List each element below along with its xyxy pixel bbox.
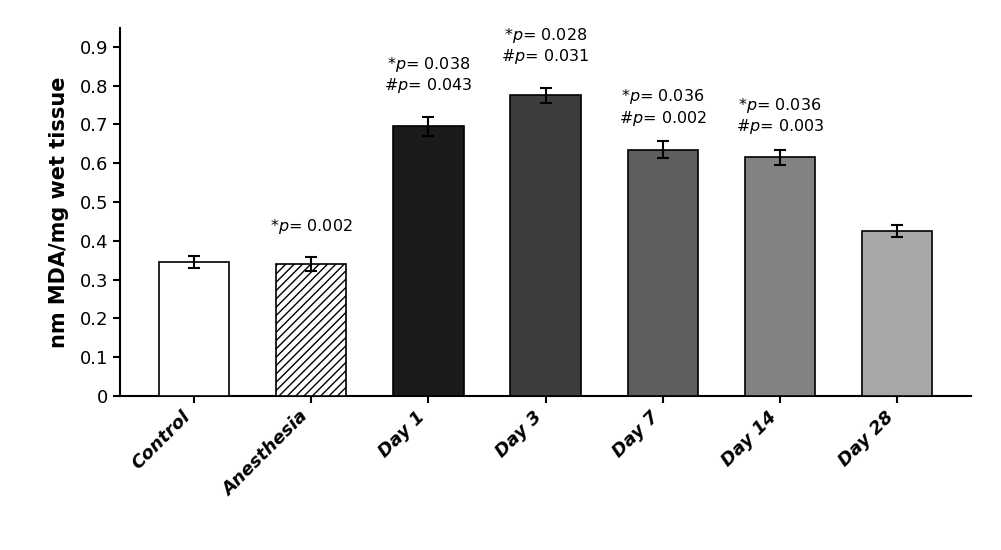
Bar: [628, 150, 698, 396]
Bar: [862, 231, 932, 396]
Text: *$\it{p}$= 0.036: *$\it{p}$= 0.036: [738, 96, 822, 115]
Text: #$\it{p}$= 0.043: #$\it{p}$= 0.043: [384, 76, 472, 95]
Bar: [745, 157, 815, 396]
Text: *$\it{p}$= 0.038: *$\it{p}$= 0.038: [386, 55, 470, 74]
Bar: [276, 264, 346, 396]
Text: #$\it{p}$= 0.031: #$\it{p}$= 0.031: [502, 47, 590, 67]
Text: *$\it{p}$= 0.028: *$\it{p}$= 0.028: [504, 26, 588, 45]
Text: *$\it{p}$= 0.002: *$\it{p}$= 0.002: [269, 217, 352, 236]
Bar: [511, 95, 581, 396]
Y-axis label: nm MDA/mg wet tissue: nm MDA/mg wet tissue: [49, 76, 69, 348]
Text: #$\it{p}$= 0.002: #$\it{p}$= 0.002: [619, 108, 707, 128]
Bar: [393, 126, 463, 396]
Bar: [159, 262, 229, 396]
Text: #$\it{p}$= 0.003: #$\it{p}$= 0.003: [736, 117, 824, 136]
Text: *$\it{p}$= 0.036: *$\it{p}$= 0.036: [621, 87, 705, 106]
